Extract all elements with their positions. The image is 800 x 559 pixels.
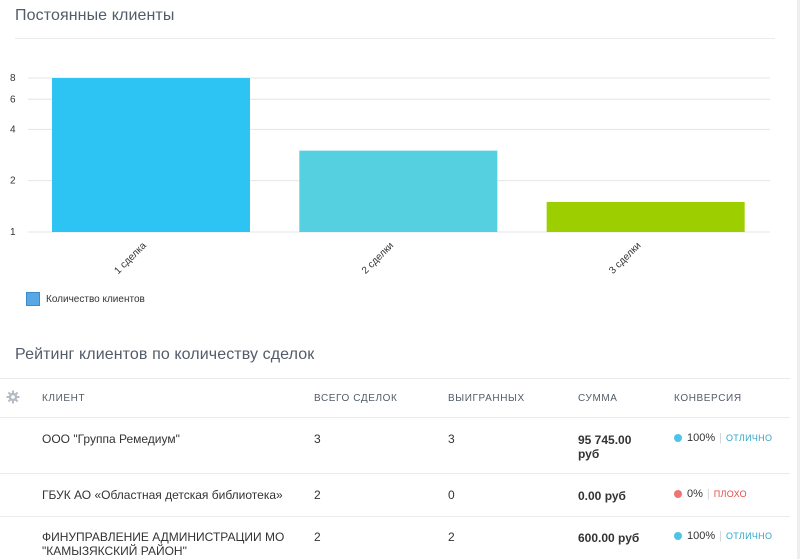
won-deals: 2 (448, 530, 455, 544)
status-badge: ОТЛИЧНО (726, 433, 773, 443)
x-tick-label: 2 сделки (360, 240, 396, 276)
y-tick-label: 1 (10, 227, 16, 238)
table-section-title: Рейтинг клиентов по количеству сделок (15, 346, 315, 363)
y-tick-label: 4 (10, 124, 16, 135)
y-tick-label: 6 (10, 94, 16, 105)
status-badge: ОТЛИЧНО (726, 531, 773, 541)
status-dot-icon (674, 434, 682, 442)
table-top-divider (0, 378, 790, 379)
bar-chart: 1 2 4 6 8 1 сделка 2 сделки 3 сделки (10, 73, 770, 277)
won-deals: 3 (448, 432, 455, 446)
conversion-cell: 100% | ОТЛИЧНО (674, 530, 772, 542)
y-tick-label: 2 (10, 176, 16, 187)
status-badge: ПЛОХО (713, 489, 747, 499)
total-deals: 3 (314, 432, 321, 446)
page-right-border (797, 0, 800, 559)
bar[interactable] (299, 150, 498, 232)
deal-sum: 95 745.00 руб (578, 433, 632, 461)
separator: | (719, 530, 722, 542)
header-divider (0, 417, 790, 418)
chart-legend: Количество клиентов (26, 292, 145, 306)
column-header-won[interactable]: ВЫИГРАННЫХ (448, 393, 525, 404)
legend-label: Количество клиентов (46, 293, 145, 305)
won-deals: 0 (448, 488, 455, 502)
separator: | (706, 488, 710, 500)
gear-icon[interactable] (6, 390, 20, 409)
legend-swatch (26, 292, 40, 306)
column-header-client[interactable]: КЛИЕНТ (42, 393, 86, 404)
client-name[interactable]: ГБУК АО «Областная детская библиотека» (42, 488, 283, 502)
conversion-cell: 0% | ПЛОХО (674, 488, 747, 500)
deal-sum: 0.00 руб (578, 489, 626, 503)
x-tick-label: 3 сделки (607, 240, 643, 276)
column-header-total[interactable]: ВСЕГО СДЕЛОК (314, 393, 398, 404)
y-tick-label: 8 (10, 73, 16, 84)
conversion-cell: 100% | ОТЛИЧНО (674, 432, 772, 444)
chart-title-divider (15, 38, 775, 39)
client-name[interactable]: ФИНУПРАВЛЕНИЕ АДМИНИСТРАЦИИ МО "КАМЫЗЯКС… (42, 530, 285, 558)
conversion-value: 100% (687, 530, 716, 542)
separator: | (719, 432, 722, 444)
chart-section-title: Постоянные клиенты (15, 7, 175, 24)
row-divider (0, 473, 790, 474)
total-deals: 2 (314, 488, 321, 502)
x-tick-label: 1 сделка (112, 240, 149, 277)
status-dot-icon (674, 490, 682, 498)
bar[interactable] (546, 201, 745, 232)
total-deals: 2 (314, 530, 321, 544)
status-dot-icon (674, 532, 682, 540)
bar[interactable] (52, 78, 250, 232)
client-name[interactable]: ООО "Группа Ремедиум" (42, 432, 180, 446)
column-header-conversion[interactable]: КОНВЕРСИЯ (674, 393, 742, 404)
conversion-value: 0% (687, 488, 703, 500)
conversion-value: 100% (687, 432, 716, 444)
column-header-sum[interactable]: СУММА (578, 393, 618, 404)
deal-sum: 600.00 руб (578, 531, 640, 545)
row-divider (0, 516, 790, 517)
